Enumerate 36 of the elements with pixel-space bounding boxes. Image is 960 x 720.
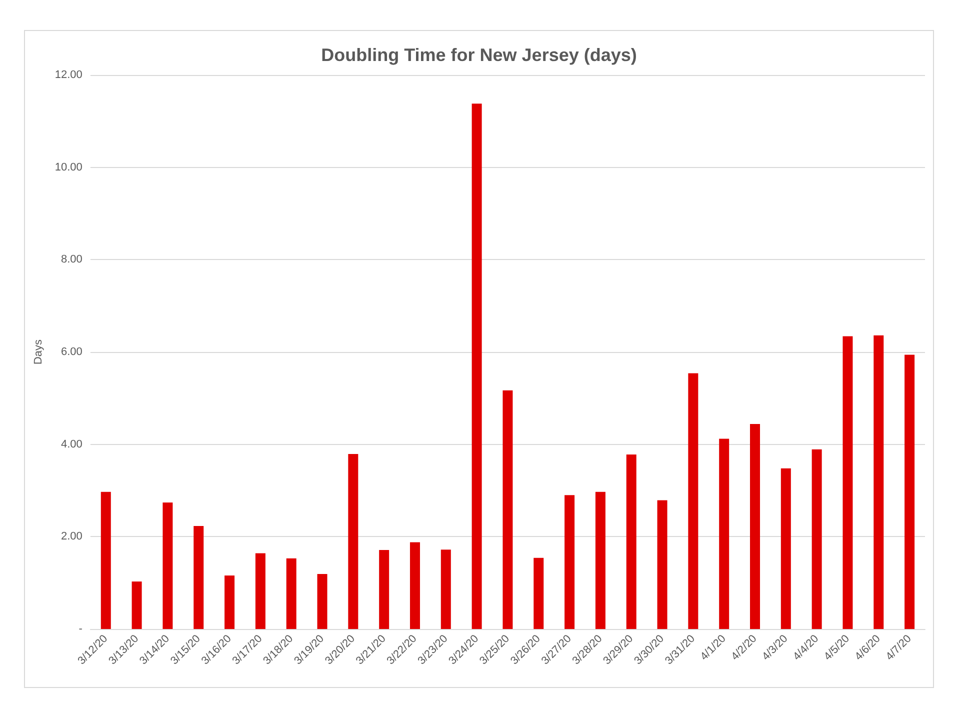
bar <box>379 550 390 629</box>
bar <box>688 373 698 629</box>
chart-title: Doubling Time for New Jersey (days) <box>321 45 637 65</box>
bar <box>410 542 420 629</box>
bar <box>904 354 915 629</box>
bar <box>626 454 636 629</box>
bar <box>502 390 513 629</box>
y-tick-label: 6.00 <box>61 346 82 358</box>
bar <box>440 550 451 629</box>
bar <box>719 438 730 629</box>
bar <box>657 500 668 629</box>
bar <box>255 553 266 629</box>
bar <box>162 502 173 629</box>
y-tick-label: 12.00 <box>54 69 82 81</box>
bar <box>132 581 142 629</box>
y-tick-label: 10.00 <box>54 161 82 174</box>
bar <box>780 468 791 629</box>
y-tick-label: 4.00 <box>61 438 82 450</box>
y-tick-label: 2.00 <box>61 530 82 543</box>
y-tick-label: - <box>78 623 83 635</box>
bar <box>286 558 296 629</box>
y-axis-title: Days <box>32 338 44 365</box>
bar <box>874 335 884 629</box>
bar <box>348 454 358 629</box>
bar <box>812 449 822 629</box>
y-tick-label: 8.00 <box>61 254 82 266</box>
bar <box>224 575 235 629</box>
bar <box>750 424 760 629</box>
bar <box>472 104 482 629</box>
bar <box>564 495 575 629</box>
bar <box>317 574 328 629</box>
bar <box>100 492 111 629</box>
bar <box>842 336 853 629</box>
bar <box>534 558 544 629</box>
bar <box>194 526 204 629</box>
bar <box>595 492 606 629</box>
